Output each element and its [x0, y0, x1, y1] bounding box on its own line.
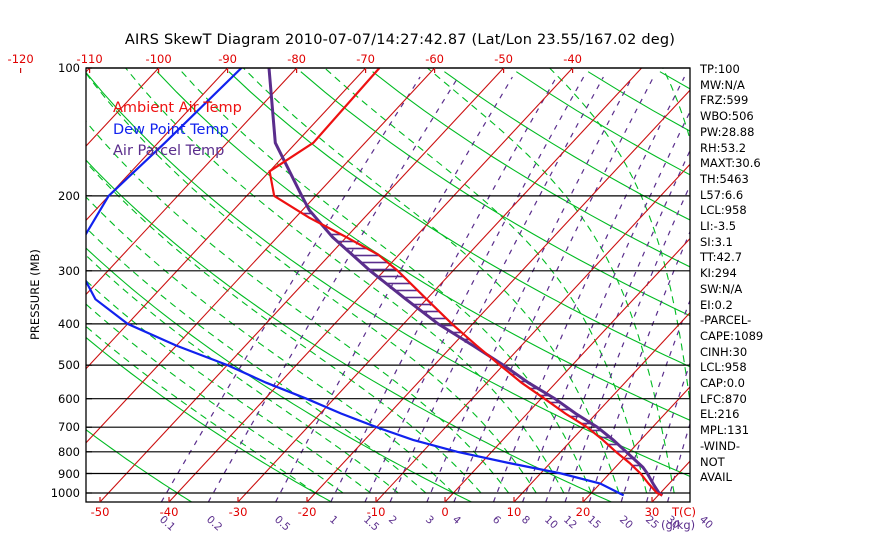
- stat-line: MPL:131: [700, 423, 750, 438]
- stat-line: EL:216: [700, 407, 740, 422]
- stat-line: MW:N/A: [700, 77, 745, 92]
- pressure-tick-label: 800: [58, 444, 80, 459]
- stat-line: TP:100: [700, 62, 740, 76]
- axis-ticks: [20, 67, 653, 502]
- stat-line: KI:294: [700, 266, 737, 281]
- stat-line: MAXT:30.6: [700, 156, 761, 171]
- bottom-temp-tick-label: -10: [366, 505, 386, 519]
- top-temp-tick-label: -120: [7, 52, 34, 66]
- mixing-ratio-lines: [160, 76, 690, 502]
- pressure-tick-label: 100: [58, 61, 80, 75]
- stat-line: PW:28.88: [700, 124, 755, 139]
- stat-line: SI:3.1: [700, 234, 733, 249]
- top-temp-tick-label: -90: [218, 52, 237, 66]
- top-temp-tick-label: -70: [356, 52, 375, 66]
- moist-adiabat-lines: [86, 68, 690, 494]
- pressure-axis-title: PRESSURE (MB): [28, 249, 42, 340]
- stat-line: NOT: [700, 454, 725, 469]
- cape-shaded-region: [296, 210, 643, 468]
- stat-line: L57:6.6: [700, 187, 744, 202]
- stat-line: CAP:0.0: [700, 376, 745, 391]
- top-temp-tick-label: -110: [76, 52, 103, 66]
- stat-line: CINH:30: [700, 344, 748, 359]
- stat-line: TH:5463: [700, 171, 749, 186]
- bottom-temp-tick-label: -20: [297, 505, 317, 519]
- pressure-tick-label: 500: [58, 358, 80, 373]
- isobar-lines: [86, 67, 690, 494]
- legend-item-2: Dew Point Temp: [113, 122, 229, 138]
- pressure-tick-label: 1000: [50, 486, 80, 500]
- bottom-temp-tick-label: -40: [159, 505, 179, 519]
- stat-line: WBO:506: [700, 109, 754, 124]
- bottom-temp-tick-label: -30: [228, 505, 248, 519]
- bottom-temp-tick-label: 0: [441, 505, 449, 519]
- legend-item-3: Air Parcel Temp: [113, 143, 225, 159]
- mixing-ratio-unit-label: (g/kg): [661, 518, 696, 532]
- stat-line: LCL:958: [700, 203, 747, 218]
- stat-line: LI:-3.5: [700, 219, 737, 234]
- temperature-unit-label: T(C): [672, 505, 697, 519]
- stat-line: -PARCEL-: [700, 313, 752, 328]
- stat-line: AVAIL: [700, 470, 732, 485]
- pressure-tick-label: 700: [58, 420, 80, 435]
- bottom-temp-tick-label: 20: [575, 505, 591, 519]
- stat-line: RH:53.2: [700, 140, 747, 155]
- stat-line: FRZ:599: [700, 93, 749, 108]
- top-temp-tick-label: -100: [145, 52, 172, 66]
- top-temp-tick-label: -60: [425, 52, 444, 66]
- pressure-tick-label: 600: [58, 391, 80, 406]
- stat-line: TT:42.7: [700, 250, 743, 265]
- top-temp-tick-label: -50: [494, 52, 513, 66]
- sounding-stats-panel: TP:100 MW:N/A FRZ:599 WBO:506 PW:28.88 RH:53.…: [700, 62, 820, 486]
- top-temp-tick-label: -40: [563, 52, 582, 66]
- bottom-temp-tick-label: -50: [90, 505, 110, 519]
- stat-line: LFC:870: [700, 391, 747, 406]
- sounding-curves: [86, 68, 664, 497]
- stat-line: CAPE:1089: [700, 328, 764, 343]
- pressure-tick-label: 300: [58, 263, 80, 278]
- stat-line: -WIND-: [700, 438, 741, 453]
- stat-line: LCL:958: [700, 360, 747, 375]
- pressure-tick-label: 400: [58, 316, 80, 331]
- legend-item-1: Ambient Air Temp: [113, 100, 242, 116]
- bottom-temp-tick-label: 30: [644, 505, 660, 519]
- stat-line: SW:N/A: [700, 281, 743, 296]
- bottom-temp-tick-label: 10: [506, 505, 522, 519]
- stat-line: EI:0.2: [700, 297, 733, 312]
- page-title: AIRS SkewT Diagram 2010-07-07/14:27:42.8…: [124, 32, 676, 48]
- pressure-tick-label: 900: [58, 466, 80, 481]
- top-temp-tick-label: -80: [287, 52, 306, 66]
- isotherm-lines: [86, 68, 690, 502]
- pressure-tick-label: 200: [58, 188, 80, 203]
